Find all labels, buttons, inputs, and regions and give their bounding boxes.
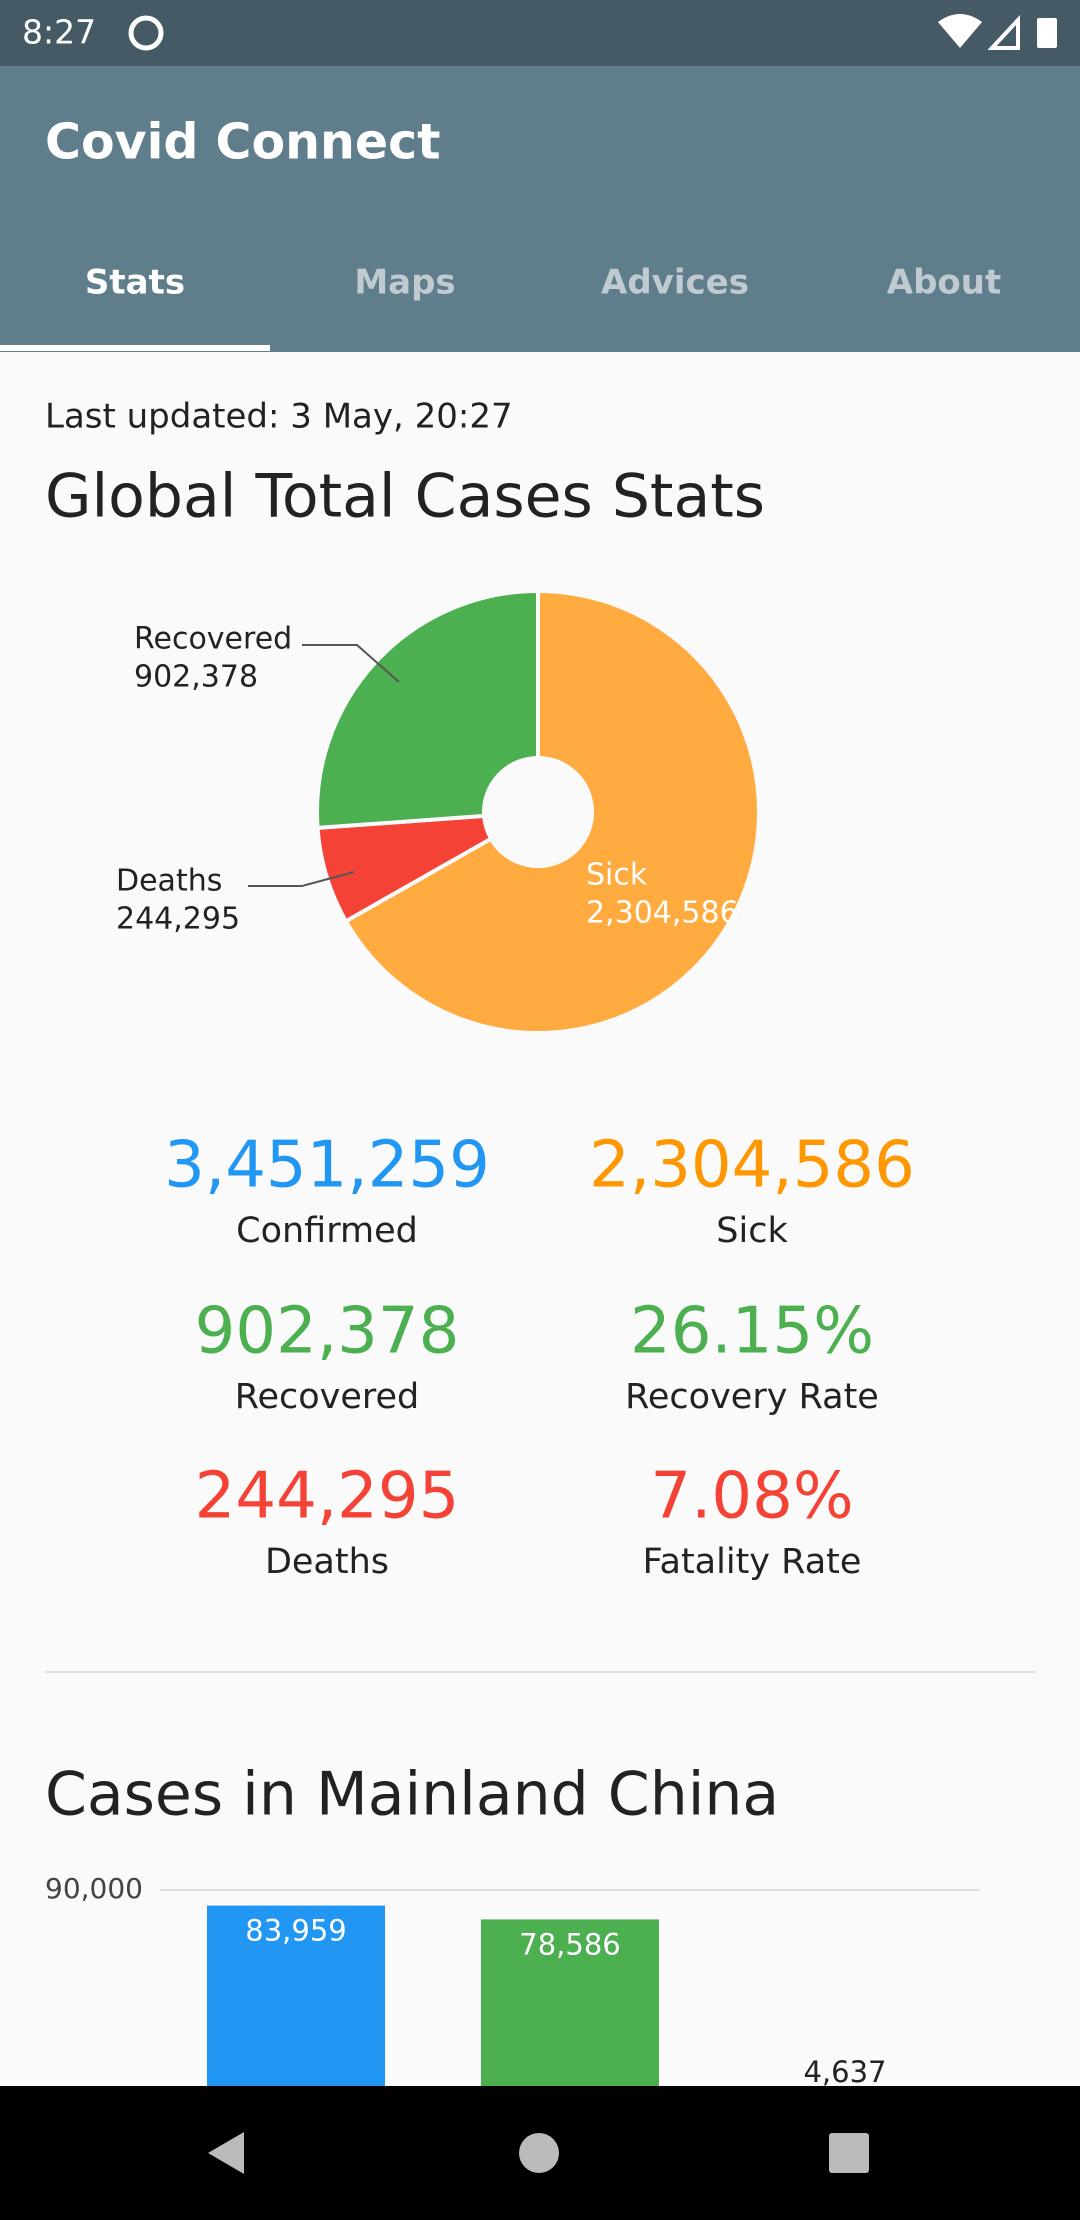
pie-slice bbox=[343, 588, 761, 1035]
bar-value-label: 78,586 bbox=[519, 1927, 620, 1961]
stat-label: Fatality Rate bbox=[643, 1542, 862, 1582]
stat-label: Confirmed bbox=[236, 1211, 418, 1251]
battery-icon bbox=[1037, 18, 1057, 48]
signal-icon bbox=[987, 14, 1020, 50]
pie-value-label: 244,295 bbox=[116, 902, 240, 937]
stat-value: 26.15% bbox=[630, 1295, 874, 1369]
section-title: Global Total Cases Stats bbox=[45, 462, 765, 532]
pie-slice bbox=[315, 588, 540, 831]
wifi-icon bbox=[938, 14, 982, 48]
bar-value-label: 4,637 bbox=[803, 2055, 886, 2089]
status-time: 8:27 bbox=[22, 13, 96, 52]
status-bar bbox=[0, 0, 1080, 66]
stat-label: Deaths bbox=[265, 1542, 389, 1582]
summary-grid: 3,451,259 Confirmed 2,304,586 Sick 902,378 Re… bbox=[164, 1129, 915, 1582]
tab-indicator bbox=[0, 345, 270, 351]
app-bar bbox=[0, 66, 1080, 352]
stat-value: 3,451,259 bbox=[164, 1129, 490, 1203]
bar bbox=[207, 1905, 385, 2122]
tab[interactable]: About bbox=[887, 263, 1001, 303]
app-title: Covid Connect bbox=[45, 114, 441, 171]
section-title: Cases in Mainland China bbox=[45, 1760, 779, 1830]
y-tick-label: 90,000 bbox=[45, 1872, 143, 1905]
stat-label: Sick bbox=[716, 1211, 788, 1251]
pie-value-label: 902,378 bbox=[134, 660, 258, 695]
tab[interactable]: Maps bbox=[354, 263, 455, 303]
home-button[interactable] bbox=[519, 2133, 559, 2173]
tab[interactable]: Stats bbox=[85, 263, 185, 303]
stat-label: Recovered bbox=[235, 1377, 420, 1417]
pie-label: Sick bbox=[586, 858, 648, 893]
leader-line bbox=[248, 871, 355, 887]
stat-value: 902,378 bbox=[195, 1295, 460, 1369]
pie-label: Deaths bbox=[116, 864, 222, 899]
pie-value-label: 2,304,586 bbox=[586, 896, 739, 931]
tab-bar: Stats Maps Advices About bbox=[85, 263, 1001, 303]
stat-label: Recovery Rate bbox=[625, 1377, 879, 1417]
recents-button[interactable] bbox=[829, 2133, 869, 2173]
leader-line bbox=[302, 644, 400, 683]
bar-value-label: 83,959 bbox=[245, 1914, 346, 1948]
stat-value: 244,295 bbox=[195, 1460, 460, 1534]
last-updated: Last updated: 3 May, 20:27 bbox=[45, 397, 513, 437]
stat-value: 7.08% bbox=[650, 1460, 853, 1534]
back-button[interactable] bbox=[208, 2132, 244, 2174]
stat-value: 2,304,586 bbox=[589, 1129, 915, 1203]
status-icon bbox=[128, 15, 164, 51]
tab[interactable]: Advices bbox=[601, 263, 749, 303]
pie-label: Recovered bbox=[134, 622, 292, 657]
